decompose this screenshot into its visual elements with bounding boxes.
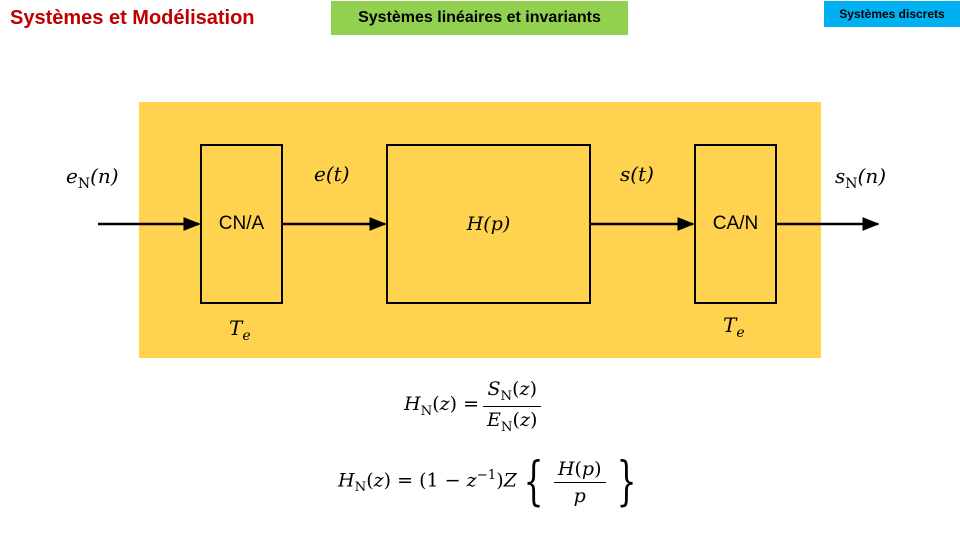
signal-e-t-label: e(t) — [314, 162, 350, 186]
signal-output-label: sN(n) — [835, 164, 887, 192]
sampling-period-left: Te — [229, 316, 251, 344]
page-title: Systèmes et Modélisation — [10, 7, 255, 29]
topic-tag: Systèmes discrets — [824, 1, 960, 27]
formula-transfer-ratio: HN(z) = SN(z) EN(z) — [404, 378, 545, 435]
sampling-period-right: Te — [723, 313, 745, 341]
block-can-label: CA/N — [712, 213, 759, 234]
block-cna: CN/A — [200, 144, 283, 304]
transfer-function-label: H(p) — [466, 213, 511, 235]
signal-input-label: eN(n) — [66, 164, 119, 192]
block-transfer-function: H(p) — [386, 144, 591, 304]
topic-label: Systèmes discrets — [839, 7, 945, 21]
formula-z-transform: HN(z) = (1 − z−1)Z { H(p) p } — [338, 452, 636, 512]
section-label: Systèmes linéaires et invariants — [358, 9, 601, 26]
block-can: CA/N — [694, 144, 777, 304]
signal-s-t-label: s(t) — [620, 162, 654, 186]
block-cna-label: CN/A — [218, 213, 265, 234]
section-banner: Systèmes linéaires et invariants — [331, 1, 628, 35]
